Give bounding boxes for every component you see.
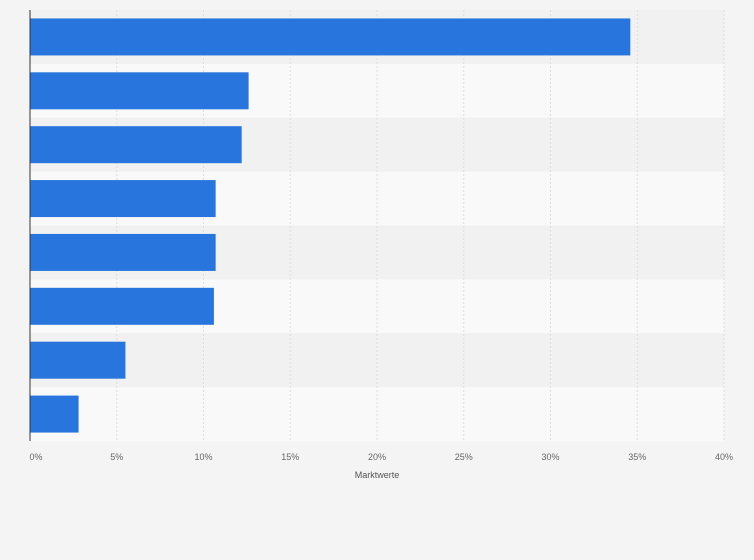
bar[interactable] bbox=[30, 341, 126, 379]
bar[interactable] bbox=[30, 287, 214, 325]
bar[interactable] bbox=[30, 72, 249, 110]
x-tick-label: 5% bbox=[110, 452, 123, 462]
x-tick-label: 0% bbox=[29, 452, 42, 462]
bar[interactable] bbox=[30, 233, 216, 271]
bars bbox=[30, 18, 631, 433]
bar[interactable] bbox=[30, 180, 216, 218]
x-tick-label: 40% bbox=[715, 452, 733, 462]
x-tick-label: 30% bbox=[541, 452, 559, 462]
x-tick-label: 25% bbox=[455, 452, 473, 462]
x-axis-title: Marktwerte bbox=[355, 470, 400, 480]
bar[interactable] bbox=[30, 395, 79, 433]
x-tick-label: 35% bbox=[628, 452, 646, 462]
bar[interactable] bbox=[30, 126, 242, 164]
bar[interactable] bbox=[30, 18, 631, 56]
x-tick-label: 10% bbox=[194, 452, 212, 462]
x-tick-labels: 0% 5% 10% 15% 20% 25% 30% 35% 40% bbox=[29, 452, 733, 462]
x-tick-label: 15% bbox=[281, 452, 299, 462]
x-tick-label: 20% bbox=[368, 452, 386, 462]
